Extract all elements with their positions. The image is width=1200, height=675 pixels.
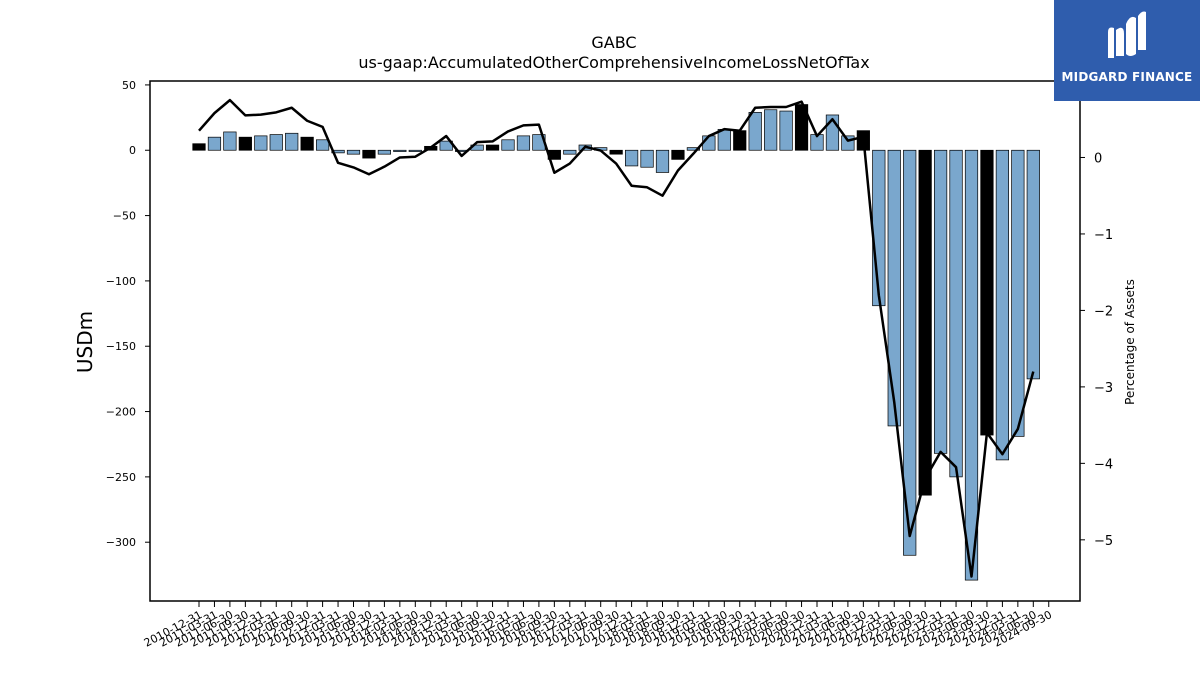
bar (238, 136, 252, 151)
bars-layer (192, 104, 1040, 581)
y2-axis-label: Percentage of Assets (1123, 279, 1137, 405)
y2-tick-label: 0 (1094, 151, 1102, 166)
logo-mark-icon (1108, 11, 1146, 58)
bar (779, 110, 793, 151)
bar (841, 135, 855, 151)
bar (764, 109, 778, 151)
bar (316, 139, 330, 151)
bar (964, 149, 979, 581)
y2-axis: 0 −1 −2 −3 −4 −5 (1080, 151, 1113, 549)
bar (655, 149, 670, 173)
y-axis: 50 0 −50 −100 −150 −200 −250 −300 (106, 79, 150, 549)
y2-tick-label: −5 (1094, 534, 1113, 549)
chart-subtitle: us-gaap:AccumulatedOtherComprehensiveInc… (358, 53, 869, 72)
y-tick-label: −50 (113, 210, 136, 223)
y-tick-label: 50 (122, 79, 136, 92)
y-tick-label: −250 (106, 471, 136, 484)
bar (362, 149, 376, 159)
bar (192, 143, 206, 151)
y2-tick-label: −3 (1094, 381, 1113, 396)
bar (300, 136, 314, 151)
bar (408, 149, 422, 152)
bar (933, 149, 948, 454)
bar (331, 149, 345, 154)
brand-logo: MIDGARD FINANCE (1054, 0, 1200, 101)
bar (609, 149, 623, 155)
plot-frame (149, 80, 1081, 602)
y-tick-label: −150 (106, 340, 136, 353)
line-layer (198, 98, 1035, 578)
bar (733, 130, 747, 151)
bar (887, 149, 901, 427)
y-tick-label: −200 (106, 406, 136, 419)
bar (377, 149, 391, 155)
bar (223, 131, 237, 151)
bar (949, 149, 963, 478)
bar (501, 139, 515, 151)
bar (254, 135, 268, 151)
x-axis: 2010-12-312011-03-312011-06-302011-09-30… (142, 601, 1054, 650)
bar (1011, 149, 1025, 437)
bar (207, 136, 222, 151)
bar (640, 149, 654, 168)
bar (1026, 149, 1040, 380)
bar (285, 132, 299, 151)
bar (485, 144, 500, 151)
bar (393, 149, 407, 152)
bar (563, 149, 577, 155)
y2-tick-label: −4 (1094, 457, 1113, 472)
y2-tick-label: −1 (1094, 228, 1113, 243)
bar (346, 149, 361, 155)
bar (624, 149, 639, 167)
bar (516, 135, 531, 151)
bar (686, 147, 701, 151)
chart-title: GABC (591, 33, 636, 52)
y-tick-label: −300 (106, 536, 136, 549)
bar (748, 112, 762, 151)
bar (269, 134, 283, 151)
bar (995, 149, 1010, 461)
bar (671, 149, 685, 160)
bar (903, 149, 917, 556)
y-tick-label: −100 (106, 275, 136, 288)
bar (918, 149, 932, 496)
bar (702, 135, 716, 151)
series-line (198, 98, 1035, 578)
y-tick-label: 0 (129, 144, 136, 157)
y-axis-label: USDm (73, 311, 97, 373)
y2-tick-label: −2 (1094, 304, 1113, 319)
logo-text: MIDGARD FINANCE (1061, 70, 1193, 84)
bar (980, 149, 994, 436)
